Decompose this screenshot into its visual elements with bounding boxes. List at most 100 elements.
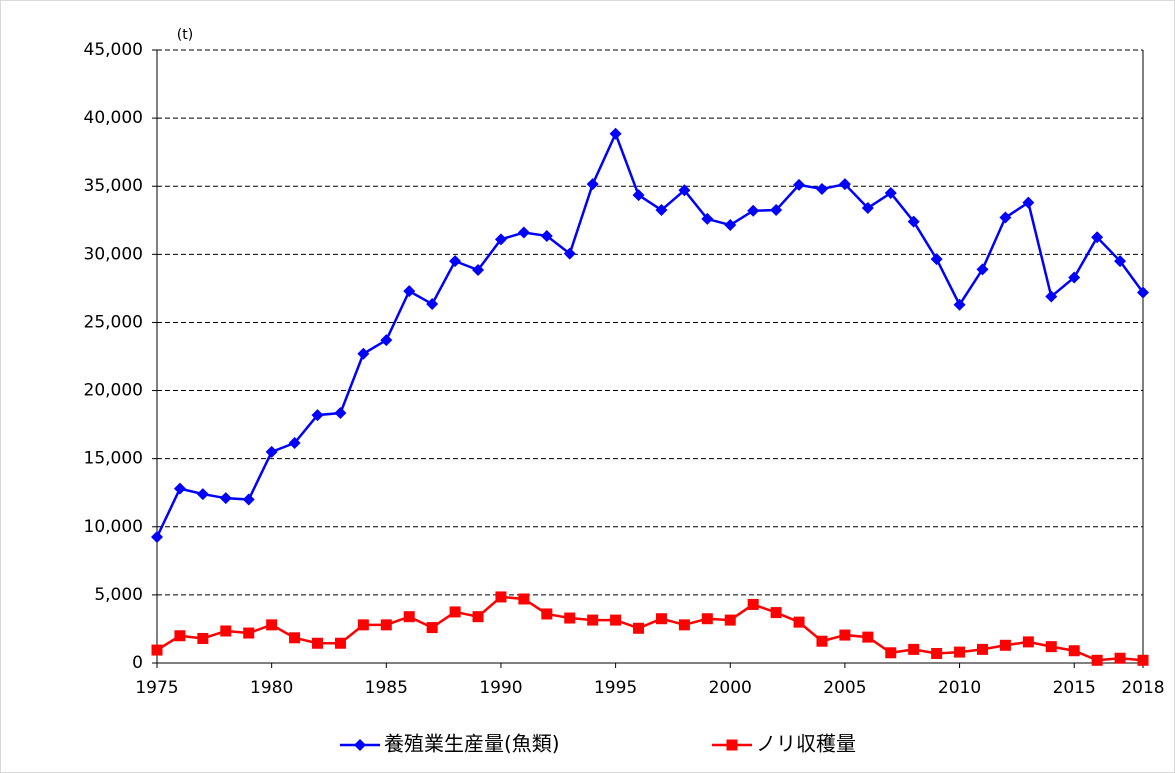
point bbox=[518, 593, 530, 605]
point bbox=[220, 625, 232, 637]
point bbox=[1091, 654, 1103, 666]
legend-label: ノリ収穫量 bbox=[756, 732, 856, 756]
point bbox=[197, 632, 209, 644]
point bbox=[724, 219, 737, 232]
point bbox=[655, 613, 667, 625]
point bbox=[1114, 652, 1126, 664]
point bbox=[770, 204, 783, 217]
point bbox=[1068, 271, 1081, 284]
point bbox=[173, 482, 186, 495]
x-tick-label: 1975 bbox=[135, 678, 178, 698]
point bbox=[426, 622, 438, 634]
legend-label: 養殖業生産量(魚類) bbox=[384, 732, 560, 756]
y-tick-label: 0 bbox=[132, 653, 143, 673]
x-tick-label: 1995 bbox=[594, 678, 637, 698]
point bbox=[495, 591, 507, 603]
point bbox=[884, 187, 897, 200]
point bbox=[907, 215, 920, 228]
point bbox=[494, 233, 507, 246]
point bbox=[1068, 645, 1080, 657]
point bbox=[1114, 255, 1127, 268]
point bbox=[999, 639, 1011, 651]
point bbox=[265, 445, 278, 458]
point bbox=[793, 616, 805, 628]
point bbox=[678, 184, 691, 197]
y-tick-label: 20,000 bbox=[84, 381, 143, 401]
point bbox=[472, 263, 485, 276]
point bbox=[219, 492, 232, 505]
point bbox=[312, 637, 324, 649]
point bbox=[862, 631, 874, 643]
y-tick-label: 5,000 bbox=[94, 585, 143, 605]
x-tick-label: 2015 bbox=[1053, 678, 1096, 698]
legend-marker bbox=[354, 739, 366, 751]
point bbox=[954, 646, 966, 658]
point bbox=[885, 647, 897, 659]
y-tick-label: 40,000 bbox=[84, 108, 143, 128]
point bbox=[908, 643, 920, 655]
x-tick-label: 2010 bbox=[938, 678, 981, 698]
point bbox=[586, 178, 599, 191]
point bbox=[1137, 286, 1149, 299]
x-tick-label: 1985 bbox=[365, 678, 408, 698]
y-unit-label: (t) bbox=[177, 27, 193, 43]
point bbox=[174, 630, 186, 642]
point bbox=[953, 298, 966, 311]
point bbox=[517, 226, 530, 239]
point bbox=[380, 619, 392, 631]
point bbox=[563, 247, 576, 260]
point bbox=[357, 347, 370, 360]
y-tick-label: 30,000 bbox=[84, 244, 143, 264]
point bbox=[839, 629, 851, 641]
point bbox=[632, 189, 645, 202]
x-tick-label: 1980 bbox=[250, 678, 293, 698]
point bbox=[976, 643, 988, 655]
point bbox=[1022, 636, 1034, 648]
point bbox=[540, 229, 553, 242]
point bbox=[701, 613, 713, 625]
point bbox=[816, 635, 828, 647]
point bbox=[449, 606, 461, 618]
point bbox=[815, 182, 828, 195]
y-tick-label: 15,000 bbox=[84, 449, 143, 469]
point bbox=[1045, 290, 1058, 303]
point bbox=[610, 614, 622, 626]
point bbox=[151, 644, 163, 656]
point bbox=[380, 334, 393, 347]
point bbox=[861, 202, 874, 215]
x-tick-label: 2018 bbox=[1121, 678, 1164, 698]
point bbox=[609, 127, 622, 140]
legend-marker bbox=[726, 739, 738, 751]
point bbox=[288, 437, 301, 450]
point bbox=[999, 211, 1012, 224]
point bbox=[151, 530, 163, 543]
point bbox=[1137, 654, 1149, 666]
point bbox=[655, 204, 668, 217]
point bbox=[334, 407, 347, 420]
point bbox=[311, 409, 324, 422]
x-tick-label: 2000 bbox=[709, 678, 752, 698]
point bbox=[472, 611, 484, 623]
point bbox=[196, 488, 209, 501]
point bbox=[243, 627, 255, 639]
point bbox=[242, 493, 255, 506]
point bbox=[449, 255, 462, 268]
point bbox=[403, 611, 415, 623]
point bbox=[747, 598, 759, 610]
point bbox=[426, 298, 439, 311]
y-tick-label: 10,000 bbox=[84, 517, 143, 537]
point bbox=[1022, 196, 1035, 209]
point bbox=[770, 607, 782, 619]
point bbox=[587, 614, 599, 626]
point bbox=[1045, 641, 1057, 653]
point bbox=[541, 608, 553, 620]
point bbox=[1091, 231, 1104, 244]
x-tick-label: 1990 bbox=[479, 678, 522, 698]
point bbox=[289, 632, 301, 644]
point bbox=[724, 614, 736, 626]
point bbox=[976, 263, 989, 276]
point bbox=[747, 204, 760, 217]
